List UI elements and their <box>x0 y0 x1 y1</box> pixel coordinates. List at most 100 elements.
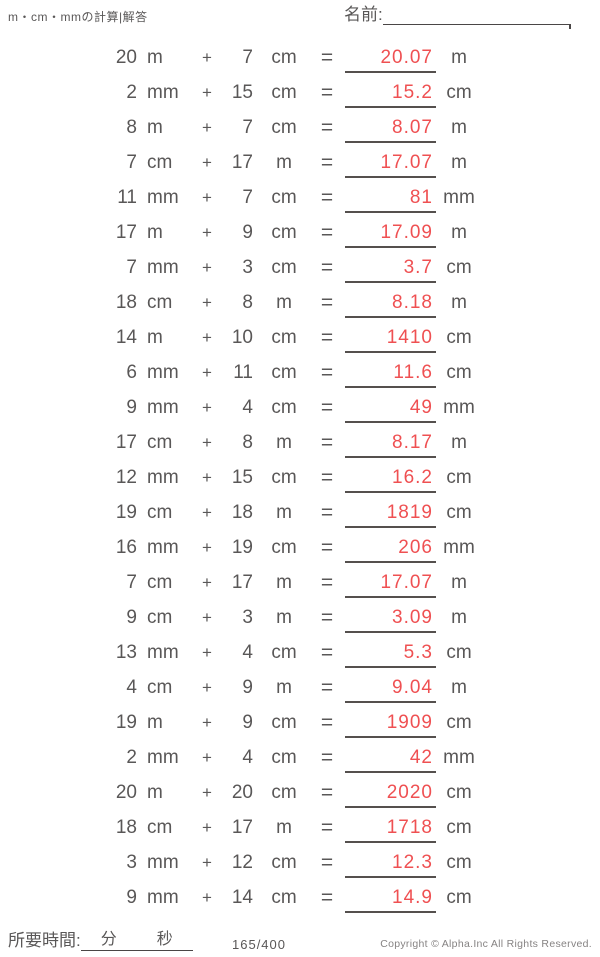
first-value: 16 <box>115 537 137 558</box>
second-value: 17 <box>231 152 253 173</box>
equals-sign: = <box>320 151 334 174</box>
equals-sign: = <box>320 81 334 104</box>
second-unit: cm <box>271 117 297 138</box>
problem-row: 20 m + 7 cm = 20.07 m <box>0 45 600 80</box>
plus-sign: + <box>202 783 212 802</box>
answer-blank: 8.17 <box>345 430 436 458</box>
first-unit: cm <box>147 572 173 593</box>
second-unit: m <box>276 292 292 313</box>
answer-unit: cm <box>446 362 472 383</box>
first-value: 14 <box>115 327 137 348</box>
equals-sign: = <box>320 781 334 804</box>
equals-sign: = <box>320 571 334 594</box>
second-value: 14 <box>231 887 253 908</box>
answer-blank: 17.07 <box>345 150 436 178</box>
answer-unit: cm <box>446 327 472 348</box>
problems-list: 20 m + 7 cm = 20.07 m 2 mm + 15 cm = 15.… <box>0 45 600 920</box>
first-value: 12 <box>115 467 137 488</box>
answer-unit: mm <box>443 187 475 208</box>
second-unit: cm <box>271 852 297 873</box>
first-unit: mm <box>147 82 179 103</box>
first-value: 2 <box>126 82 137 103</box>
answer-blank: 3.7 <box>345 255 436 283</box>
second-value: 4 <box>242 397 253 418</box>
answer-value: 11.6 <box>393 362 433 383</box>
plus-sign: + <box>202 818 212 837</box>
plus-sign: + <box>202 643 212 662</box>
problem-row: 2 mm + 4 cm = 42 mm <box>0 745 600 780</box>
second-value: 15 <box>231 467 253 488</box>
plus-sign: + <box>202 118 212 137</box>
name-blank-line <box>382 4 571 29</box>
problem-row: 7 cm + 17 m = 17.07 m <box>0 150 600 185</box>
equals-sign: = <box>320 676 334 699</box>
answer-value: 8.17 <box>392 432 433 453</box>
problem-row: 3 mm + 12 cm = 12.3 cm <box>0 850 600 885</box>
second-unit: cm <box>271 362 297 383</box>
problem-row: 13 mm + 4 cm = 5.3 cm <box>0 640 600 675</box>
answer-unit: cm <box>446 887 472 908</box>
answer-unit: cm <box>446 82 472 103</box>
first-value: 20 <box>115 47 137 68</box>
equals-sign: = <box>320 396 334 419</box>
answer-unit: m <box>451 117 467 138</box>
answer-blank: 2020 <box>345 780 436 808</box>
equals-sign: = <box>320 46 334 69</box>
equals-sign: = <box>320 606 334 629</box>
first-value: 3 <box>126 852 137 873</box>
first-unit: mm <box>147 642 179 663</box>
plus-sign: + <box>202 468 212 487</box>
equals-sign: = <box>320 466 334 489</box>
answer-blank: 1410 <box>345 325 436 353</box>
second-unit: m <box>276 607 292 628</box>
first-unit: m <box>147 782 163 803</box>
plus-sign: + <box>202 433 212 452</box>
equals-sign: = <box>320 816 334 839</box>
problem-row: 8 m + 7 cm = 8.07 m <box>0 115 600 150</box>
first-value: 18 <box>115 817 137 838</box>
plus-sign: + <box>202 573 212 592</box>
problem-row: 19 cm + 18 m = 1819 cm <box>0 500 600 535</box>
first-value: 19 <box>115 712 137 733</box>
elapsed-time-area: 所要時間: 分 秒 <box>8 930 193 951</box>
problem-row: 7 cm + 17 m = 17.07 m <box>0 570 600 605</box>
copyright-notice: Copyright © Alpha.Inc All Rights Reserve… <box>380 938 592 950</box>
second-value: 7 <box>242 117 253 138</box>
second-unit: m <box>276 152 292 173</box>
first-unit: cm <box>147 152 173 173</box>
first-value: 11 <box>117 187 137 208</box>
first-unit: cm <box>147 817 173 838</box>
first-value: 2 <box>126 747 137 768</box>
answer-value: 1718 <box>386 817 433 838</box>
problem-row: 9 mm + 4 cm = 49 mm <box>0 395 600 430</box>
problem-row: 12 mm + 15 cm = 16.2 cm <box>0 465 600 500</box>
second-unit: cm <box>271 467 297 488</box>
equals-sign: = <box>320 711 334 734</box>
second-unit: m <box>276 432 292 453</box>
second-value: 4 <box>242 642 253 663</box>
second-unit: cm <box>271 782 297 803</box>
answer-blank: 8.07 <box>345 115 436 143</box>
answer-blank: 8.18 <box>345 290 436 318</box>
equals-sign: = <box>320 326 334 349</box>
name-field-area: 名前: <box>344 4 571 29</box>
answer-value: 20.07 <box>380 47 433 68</box>
answer-unit: mm <box>443 747 475 768</box>
answer-unit: cm <box>446 817 472 838</box>
plus-sign: + <box>202 888 212 907</box>
answer-value: 1819 <box>386 502 433 523</box>
plus-sign: + <box>202 153 212 172</box>
answer-unit: m <box>451 292 467 313</box>
problem-row: 19 m + 9 cm = 1909 cm <box>0 710 600 745</box>
seconds-label: 秒 <box>156 931 173 948</box>
problem-row: 9 mm + 14 cm = 14.9 cm <box>0 885 600 920</box>
answer-blank: 5.3 <box>345 640 436 668</box>
second-value: 11 <box>233 362 253 383</box>
second-value: 20 <box>231 782 253 803</box>
answer-blank: 11.6 <box>345 360 436 388</box>
first-value: 8 <box>126 117 137 138</box>
answer-blank: 3.09 <box>345 605 436 633</box>
plus-sign: + <box>202 188 212 207</box>
equals-sign: = <box>320 221 334 244</box>
second-value: 7 <box>242 187 253 208</box>
